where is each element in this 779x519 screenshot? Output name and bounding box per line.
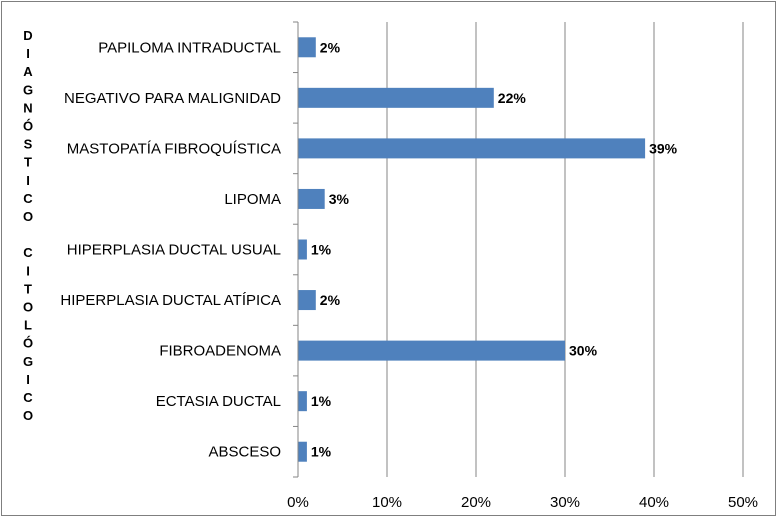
y-axis-title-letter: O [23,408,33,423]
category-labels: PAPILOMA INTRADUCTAL NEGATIVO PARA MALIGN… [60,39,281,460]
y-axis-title-letter: I [26,46,30,61]
y-axis-title-letter: G [23,354,33,369]
data-label: 22% [498,90,527,106]
bar [298,188,325,209]
data-label: 30% [569,343,598,359]
y-axis-title-letter: G [23,82,33,97]
bar [298,37,316,58]
data-label: 2% [320,292,341,308]
y-axis-title-letter: I [26,173,30,188]
y-axis-title-letter: N [23,100,32,115]
x-tick-label: 30% [550,494,580,511]
category-label: ECTASIA DUCTAL [156,393,281,410]
data-label: 3% [329,191,350,207]
bar [298,391,307,412]
y-axis-title-letter: S [24,137,33,152]
bar [298,138,646,159]
category-label: ABSCESO [208,444,281,461]
bars [298,37,646,462]
y-axis-title-letter: I [26,372,30,387]
bar [298,441,307,462]
y-axis-title-letter: T [24,155,32,170]
y-axis-line [293,21,299,478]
x-tick-label: 50% [728,494,758,511]
data-label: 1% [311,242,332,258]
data-label: 2% [320,39,341,55]
category-label: NEGATIVO PARA MALIGNIDAD [64,90,281,107]
bar [298,290,316,311]
y-axis-title-letter: C [23,245,33,260]
data-label: 39% [649,140,678,156]
y-axis-title-letter: T [24,281,32,296]
y-axis-title-letter: D [23,28,32,43]
category-label: FIBROADENOMA [159,343,281,360]
y-axis-title-letter: I [26,263,30,278]
category-label: HIPERPLASIA DUCTAL ATÍPICA [60,292,281,309]
y-axis-title-letter: C [23,191,33,206]
x-tick-label: 0% [287,494,309,511]
category-label: HIPERPLASIA DUCTAL USUAL [67,242,281,259]
bar [298,87,494,108]
y-axis-title-letter: A [23,64,33,79]
y-axis-title-letter: O [23,300,33,315]
x-tick-labels: 0% 10% 20% 30% 40% 50% [287,494,758,511]
data-label: 1% [311,393,332,409]
bar [298,340,565,361]
y-axis-title-letter: Ó [23,119,33,134]
category-label: LIPOMA [224,191,281,208]
x-tick-label: 40% [639,494,669,511]
y-axis-title-letter: L [24,318,32,333]
data-labels: 2% 22% 39% 3% 1% 2% 30% 1% 1% [311,39,678,459]
category-label: PAPILOMA INTRADUCTAL [98,39,281,56]
x-tick-label: 20% [461,494,491,511]
y-axis-title-letter: C [23,390,33,405]
category-label: MASTOPATÍA FIBROQUÍSTICA [67,140,281,157]
bar [298,239,307,260]
data-label: 1% [311,444,332,460]
x-tick-label: 10% [372,494,402,511]
y-axis-title-letter: Ó [23,336,33,351]
y-axis-title-letter: O [23,209,33,224]
